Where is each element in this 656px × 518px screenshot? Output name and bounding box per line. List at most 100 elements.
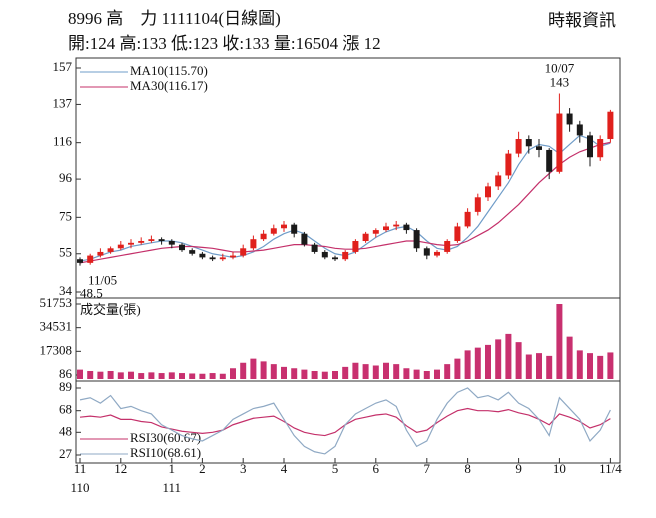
y-tick-label: 48: [59, 423, 72, 438]
annotation-value: 143: [550, 74, 570, 89]
candle-body: [97, 251, 104, 256]
volume-bar: [87, 370, 94, 379]
volume-bar: [219, 373, 226, 379]
candle-body: [199, 253, 206, 258]
candle-body: [474, 197, 481, 212]
volume-bar: [189, 373, 196, 379]
volume-bar: [77, 369, 83, 379]
candle-body: [536, 146, 542, 150]
volume-bar: [464, 350, 471, 379]
candle-body: [576, 124, 583, 136]
x-tick-label: 1: [169, 461, 176, 476]
volume-bar: [128, 371, 134, 379]
candle-body: [230, 255, 236, 258]
legend-label: RSI10(68.61): [130, 445, 201, 460]
candle-body: [423, 248, 430, 256]
volume-bar: [576, 350, 583, 379]
candle-body: [525, 139, 532, 147]
volume-bar: [332, 370, 338, 379]
y-tick-label: 137: [53, 95, 73, 110]
x-tick-label: 4: [281, 461, 288, 476]
candle-body: [393, 224, 400, 227]
candle-body: [444, 241, 451, 252]
candle-body: [505, 153, 512, 176]
candle-body: [148, 239, 155, 242]
volume-bar: [454, 358, 461, 379]
candle-body: [372, 230, 379, 234]
chart-title: 8996 高 力 1111104(日線圖): [68, 9, 281, 28]
volume-bar: [230, 368, 236, 379]
candle-body: [485, 186, 491, 198]
volume-bar: [383, 362, 389, 379]
volume-bar: [199, 373, 206, 379]
candle-body: [403, 224, 410, 231]
candle-body: [434, 251, 440, 256]
volume-bar: [97, 371, 104, 379]
candle-body: [291, 224, 298, 234]
volume-bar: [525, 354, 532, 379]
y-tick-label: 34: [59, 283, 73, 298]
volume-bar: [311, 370, 318, 379]
candle-body: [607, 111, 614, 140]
candle-body: [515, 139, 522, 154]
volume-bar: [158, 373, 165, 379]
x-tick-label: 9: [515, 461, 522, 476]
annotation-label: 10/07: [545, 60, 575, 75]
volume-bar: [546, 355, 553, 379]
candle-body: [209, 257, 216, 260]
candle-body: [107, 248, 114, 252]
candle-body: [342, 251, 349, 260]
volume-bar: [352, 362, 359, 379]
y-tick-label: 17308: [40, 342, 73, 357]
candle-body: [158, 239, 165, 242]
candle-body: [77, 259, 83, 263]
volume-bar: [342, 366, 349, 379]
volume-bar: [179, 373, 185, 379]
candle-body: [189, 250, 196, 254]
candle-body: [117, 244, 124, 249]
x-tick-label: 10: [553, 461, 566, 476]
volume-bar: [515, 342, 522, 379]
volume-bar: [321, 371, 328, 379]
subtitle: 開:124 高:133 低:123 收:133 量:16504 漲 12: [68, 34, 381, 53]
volume-bar: [362, 364, 369, 379]
ma-line: [79, 134, 611, 262]
volume-bar: [107, 370, 114, 379]
candle-body: [301, 233, 308, 245]
candle-body: [566, 113, 573, 125]
volume-bar: [117, 372, 124, 379]
y-tick-label: 86: [59, 366, 73, 381]
x-tick-label: 11: [74, 461, 87, 476]
candle-body: [128, 242, 134, 245]
frame: [75, 57, 621, 464]
candle-body: [168, 241, 175, 245]
legend-label: MA30(116.17): [130, 78, 208, 93]
candle-body: [260, 233, 267, 240]
candle-body: [383, 226, 389, 231]
candle-body: [587, 135, 593, 158]
candle-body: [219, 257, 226, 260]
x-tick-label: 2: [199, 461, 206, 476]
volume-bar: [270, 364, 277, 379]
y-tick-label: 89: [59, 379, 72, 394]
candle-body: [495, 175, 502, 187]
candle-body: [270, 228, 277, 234]
volume-bar: [403, 368, 410, 379]
y-tick-label: 27: [59, 446, 73, 461]
volume-bar: [607, 352, 614, 379]
volume-bar: [291, 368, 298, 379]
volume-bar: [209, 373, 216, 379]
candle-body: [464, 211, 471, 227]
y-tick-label: 34531: [40, 319, 73, 334]
x-tick-label: 5: [332, 461, 339, 476]
candle-body: [413, 230, 420, 249]
x-tick-year: 111: [163, 480, 182, 495]
volume-bar: [240, 362, 247, 379]
volume-bar: [485, 344, 491, 379]
legend-label: MA10(115.70): [130, 63, 208, 78]
y-tick-label: 51753: [40, 295, 73, 310]
ma-line: [79, 141, 611, 264]
annotation-label: 11/05: [88, 273, 117, 288]
